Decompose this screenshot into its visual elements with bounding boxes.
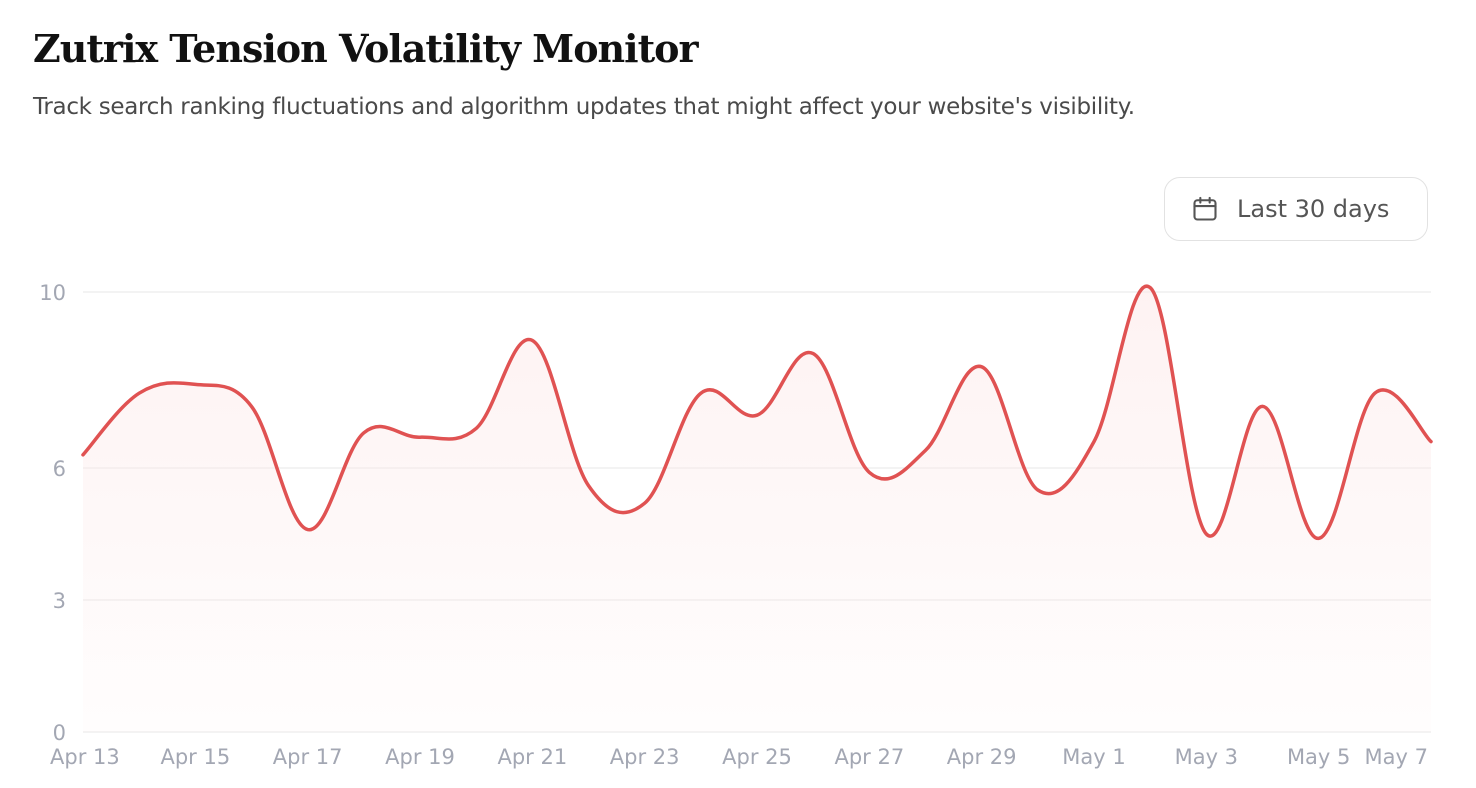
volatility-area — [83, 286, 1431, 732]
data-point — [810, 351, 816, 357]
data-point — [417, 434, 423, 440]
y-tick-label: 10 — [39, 281, 66, 305]
page-subtitle: Track search ranking fluctuations and al… — [33, 94, 1135, 120]
volatility-line — [81, 284, 1433, 541]
date-range-label: Last 30 days — [1237, 195, 1390, 223]
data-point — [136, 390, 142, 396]
x-tick-label: Apr 19 — [385, 745, 455, 769]
data-point — [1372, 390, 1378, 396]
x-tick-label: Apr 23 — [610, 745, 680, 769]
data-point — [1428, 439, 1434, 445]
y-tick-label: 3 — [53, 589, 66, 613]
x-tick-label: Apr 25 — [722, 745, 792, 769]
x-tick-label: May 7 — [1365, 745, 1428, 769]
x-tick-label: Apr 17 — [273, 745, 343, 769]
page-title: Zutrix Tension Volatility Monitor — [33, 26, 699, 71]
x-tick-label: Apr 29 — [947, 745, 1017, 769]
data-point — [1147, 285, 1153, 291]
data-point — [586, 483, 592, 489]
data-point — [249, 403, 255, 409]
data-point — [642, 500, 648, 506]
x-tick-label: Apr 27 — [834, 745, 904, 769]
data-point — [1316, 535, 1322, 541]
x-tick-label: Apr 15 — [160, 745, 230, 769]
x-tick-label: Apr 13 — [50, 745, 120, 769]
data-point — [1260, 403, 1266, 409]
data-point — [698, 390, 704, 396]
data-point — [80, 452, 86, 458]
data-point — [1035, 487, 1041, 493]
data-point — [1203, 531, 1209, 537]
x-tick-label: May 3 — [1175, 745, 1238, 769]
data-point — [923, 447, 929, 453]
x-axis: Apr 13 Apr 15 Apr 17 Apr 19 Apr 21 Apr 23 Apr … — [50, 745, 1428, 769]
y-tick-label: 6 — [53, 457, 66, 481]
y-tick-label: 0 — [53, 721, 66, 745]
calendar-icon — [1191, 195, 1219, 223]
data-point — [361, 430, 367, 436]
data-point — [473, 425, 479, 431]
x-tick-label: May 1 — [1062, 745, 1125, 769]
data-point — [529, 337, 535, 343]
x-tick-label: May 5 — [1287, 745, 1350, 769]
date-range-button[interactable]: Last 30 days — [1164, 177, 1428, 241]
y-axis: 0 3 6 10 — [39, 281, 66, 745]
data-point — [979, 364, 985, 370]
x-tick-label: Apr 21 — [497, 745, 567, 769]
data-point — [1091, 439, 1097, 445]
data-point — [866, 469, 872, 475]
data-point — [754, 412, 760, 418]
data-point — [192, 381, 198, 387]
data-point — [305, 527, 311, 533]
